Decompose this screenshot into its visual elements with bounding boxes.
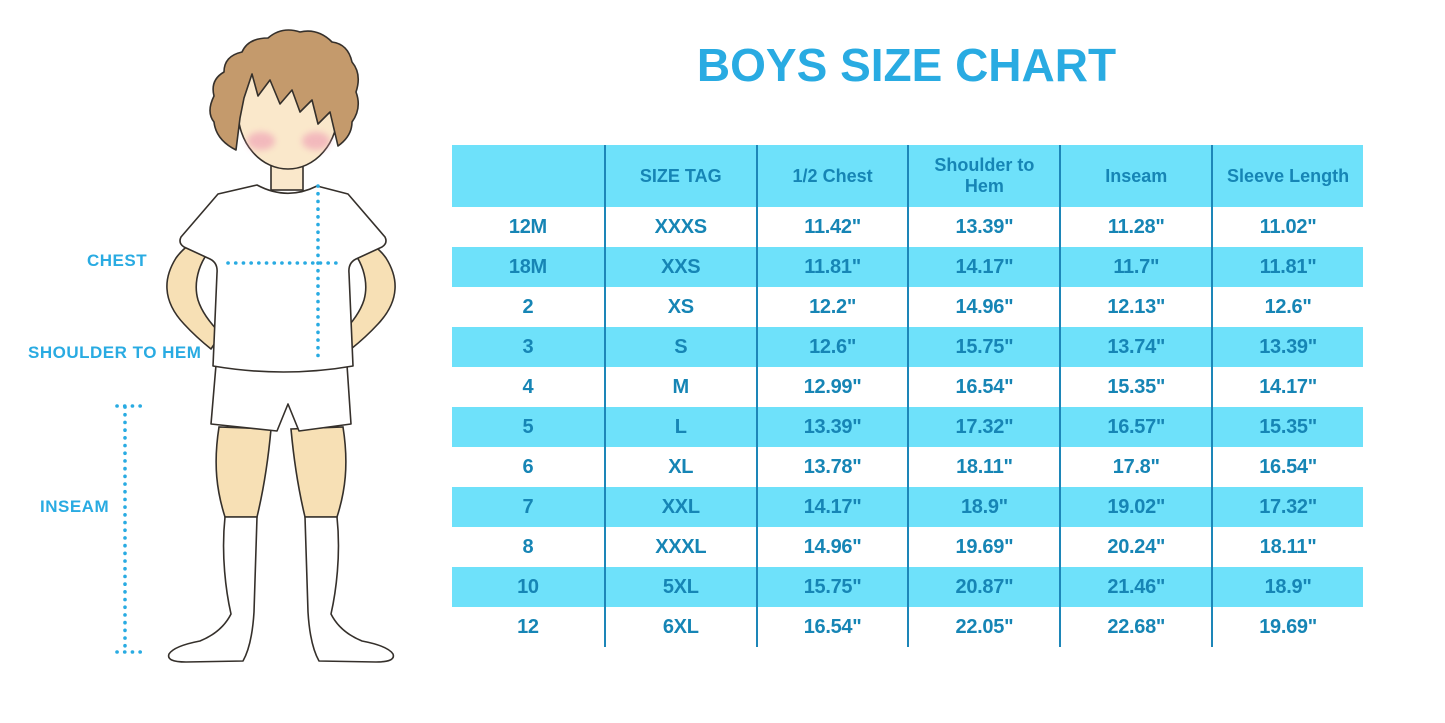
table-cell: XL xyxy=(603,447,756,487)
row-size-label: 3 xyxy=(452,327,604,367)
table-cell: 14.17" xyxy=(755,487,908,527)
table-cell: 16.54" xyxy=(1211,447,1363,487)
table-cell: 6XL xyxy=(603,607,756,647)
table-cell: 12.2" xyxy=(755,287,908,327)
table-cell: 11.42" xyxy=(755,207,908,247)
table-cell: 13.74" xyxy=(1059,327,1212,367)
column-header: Shoulder to Hem xyxy=(907,145,1060,207)
column-header: Sleeve Length xyxy=(1211,145,1363,207)
row-size-label: 6 xyxy=(522,455,534,478)
table-cell: XXS xyxy=(603,247,756,287)
table-cell: 12.6" xyxy=(1211,287,1363,327)
row-size-label: 5 xyxy=(452,407,604,447)
table-cell: 11.7" xyxy=(1059,247,1212,287)
table-cell: 19.69" xyxy=(907,527,1059,567)
table-cell: 14.17" xyxy=(907,247,1060,287)
row-size-label: 10 xyxy=(452,567,604,607)
table-cell: L xyxy=(603,407,756,447)
table-cell: 16.57" xyxy=(1059,407,1212,447)
table-cell: 15.75" xyxy=(755,567,908,607)
boy-figure-illustration xyxy=(115,29,396,663)
cheek-left xyxy=(247,132,275,150)
size-table: SIZE TAG 1/2 Chest Shoulder to Hem Inseam Sl… xyxy=(452,145,1363,647)
table-cell: 11.81" xyxy=(1211,247,1363,287)
column-header: 1/2 Chest xyxy=(755,145,908,207)
table-cell: 14.96" xyxy=(907,287,1059,327)
table-cell: 19.69" xyxy=(1211,607,1363,647)
table-cell: 14.96" xyxy=(755,527,908,567)
row-size-label: 8 xyxy=(522,535,534,558)
table-cell: 5XL xyxy=(603,567,756,607)
table-cell: 20.24" xyxy=(1059,527,1211,567)
table-cell: M xyxy=(603,367,756,407)
table-cell: 16.54" xyxy=(907,367,1059,407)
table-cell: 12.99" xyxy=(755,367,908,407)
table-cell: 19.02" xyxy=(1059,487,1212,527)
table-cell: S xyxy=(603,327,756,367)
row-size-label: 4 xyxy=(522,375,534,398)
row-size-label: 2 xyxy=(522,295,534,318)
table-cell: 22.68" xyxy=(1059,607,1211,647)
table-cell: 11.81" xyxy=(755,247,908,287)
table-cell: 13.39" xyxy=(755,407,908,447)
table-cell: 12.6" xyxy=(755,327,908,367)
shorts xyxy=(210,364,352,432)
table-cell: 15.35" xyxy=(1211,407,1363,447)
table-cell: 22.05" xyxy=(907,607,1059,647)
table-cell: 17.32" xyxy=(1211,487,1363,527)
table-cell: 18.9" xyxy=(1211,567,1363,607)
left-sock xyxy=(167,516,258,663)
table-cell: XXXS xyxy=(603,207,756,247)
table-cell: 14.17" xyxy=(1211,367,1363,407)
left-arm xyxy=(166,233,222,350)
table-cell: 17.8" xyxy=(1059,447,1211,487)
column-header: Inseam xyxy=(1059,145,1212,207)
table-cell: 18.9" xyxy=(907,487,1060,527)
chest-label: CHEST xyxy=(87,251,148,270)
hair xyxy=(209,29,360,151)
table-cell: 13.39" xyxy=(1211,327,1363,367)
table-cell: 18.11" xyxy=(907,447,1059,487)
shirt xyxy=(179,184,387,373)
column-header: SIZE TAG xyxy=(603,145,756,207)
left-leg xyxy=(215,426,272,518)
page-title: BOYS SIZE CHART xyxy=(696,39,1117,91)
shoulder-to-hem-label: SHOULDER TO HEM xyxy=(28,343,202,362)
table-cell: 12.13" xyxy=(1059,287,1211,327)
row-size-label: 7 xyxy=(452,487,604,527)
right-leg xyxy=(290,426,347,518)
row-size-label: 12 xyxy=(517,615,539,638)
inseam-label: INSEAM xyxy=(40,497,110,516)
table-cell: 21.46" xyxy=(1059,567,1212,607)
row-size-label: 18M xyxy=(452,247,604,287)
table-cell: 13.39" xyxy=(907,207,1059,247)
table-cell: 11.02" xyxy=(1211,207,1363,247)
table-cell: XXL xyxy=(603,487,756,527)
right-sock xyxy=(304,516,395,663)
right-arm xyxy=(340,233,396,350)
cheek-right xyxy=(302,132,330,150)
table-cell: 18.11" xyxy=(1211,527,1363,567)
table-cell: XS xyxy=(603,287,756,327)
table-cell: 11.28" xyxy=(1059,207,1211,247)
table-cell: 15.35" xyxy=(1059,367,1211,407)
table-cell: 20.87" xyxy=(907,567,1060,607)
table-cell: 15.75" xyxy=(907,327,1060,367)
table-cell: 13.78" xyxy=(755,447,908,487)
table-cell: 17.32" xyxy=(907,407,1060,447)
row-size-label: 12M xyxy=(508,215,547,238)
column-header xyxy=(452,145,604,207)
table-cell: XXXL xyxy=(603,527,756,567)
table-cell: 16.54" xyxy=(755,607,908,647)
figure-panel: CHEST SHOULDER TO HEM INSEAM xyxy=(0,0,450,723)
